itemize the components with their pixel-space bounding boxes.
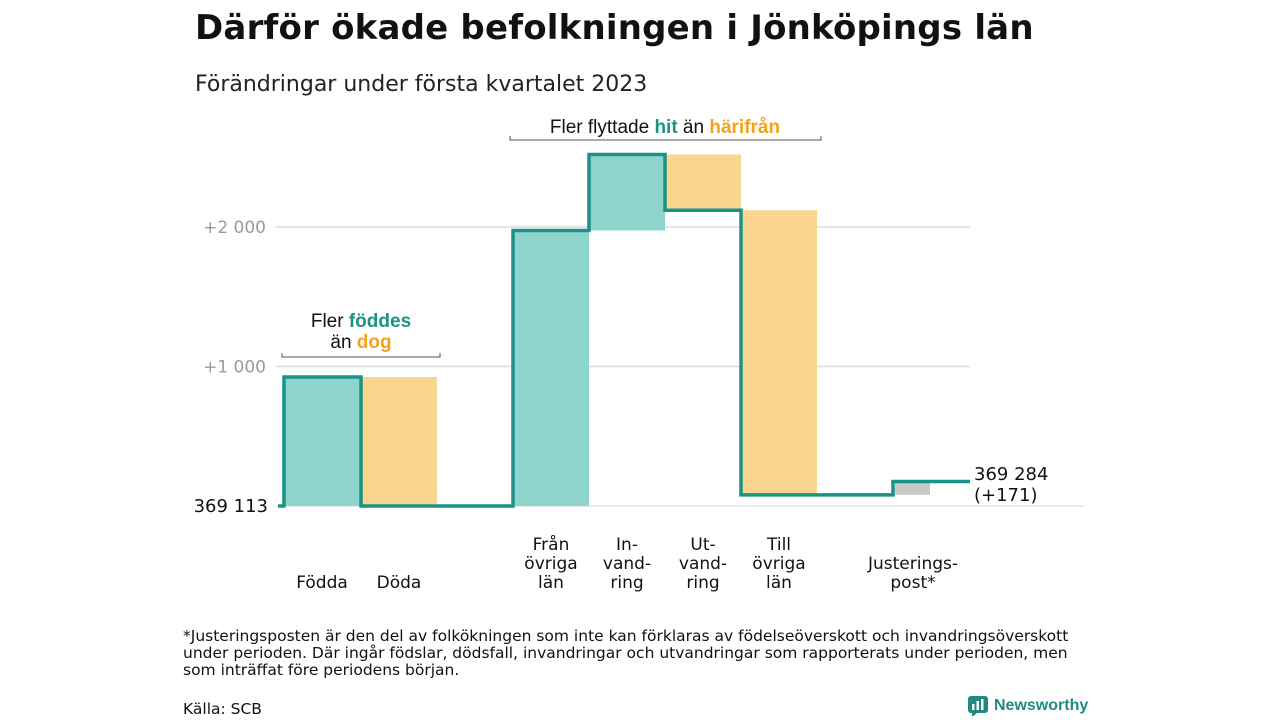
waterfall-bar	[895, 481, 930, 495]
category-label: post*	[890, 573, 935, 593]
category-label: Från	[533, 534, 570, 555]
waterfall-bar	[361, 376, 437, 506]
brand-logo: Newsworthy	[968, 696, 1088, 716]
category-label: In-	[616, 535, 638, 555]
waterfall-bar	[513, 230, 589, 507]
category-label: Döda	[377, 573, 422, 593]
category-label: län	[766, 573, 792, 593]
chart-subtitle: Förändringar under första kvartalet 2023	[195, 72, 648, 97]
category-label: vand-	[679, 554, 727, 574]
category-label: Till	[766, 535, 791, 555]
category-label: ring	[686, 573, 719, 593]
category-label: Ut-	[690, 535, 715, 555]
end-change-label: (+171)	[974, 485, 1037, 506]
category-label: övriga	[752, 554, 805, 574]
end-value-label: 369 284	[974, 464, 1048, 485]
brand-name: Newsworthy	[994, 697, 1089, 714]
category-label: vand-	[603, 554, 651, 574]
category-label: övriga	[524, 554, 577, 574]
source-label: Källa: SCB	[183, 700, 262, 718]
annotation-bracket	[509, 136, 822, 141]
waterfall-bar	[665, 154, 741, 211]
waterfall-bar	[589, 154, 665, 231]
cumulative-line	[278, 152, 970, 508]
start-value-label: 369 113	[194, 496, 268, 517]
category-label: Justerings-	[867, 554, 958, 574]
chart-title: Därför ökade befolkningen i Jönköpings l…	[195, 8, 1034, 48]
waterfall-chart: +1 000 +2 000 369 113 369 284(+171) Födda Död…	[194, 117, 1085, 593]
annotation-migration: Fler flyttade hit än härifrån	[550, 117, 780, 138]
y-tick-label: +2 000	[203, 218, 266, 238]
waterfall-bar	[741, 210, 817, 495]
annotation-bracket	[281, 353, 441, 358]
waterfall-bar	[284, 376, 360, 506]
newsworthy-logo-icon	[968, 696, 988, 716]
annotation-natural-line2: än dog	[330, 332, 391, 353]
annotation-natural-line1: Fler föddes	[311, 311, 411, 332]
y-tick-label: +1 000	[203, 358, 266, 378]
category-label: Födda	[296, 573, 348, 593]
footnote: *Justeringsposten är den del av folkökni…	[183, 627, 1069, 679]
category-label: ring	[610, 573, 643, 593]
category-label: län	[538, 573, 564, 593]
